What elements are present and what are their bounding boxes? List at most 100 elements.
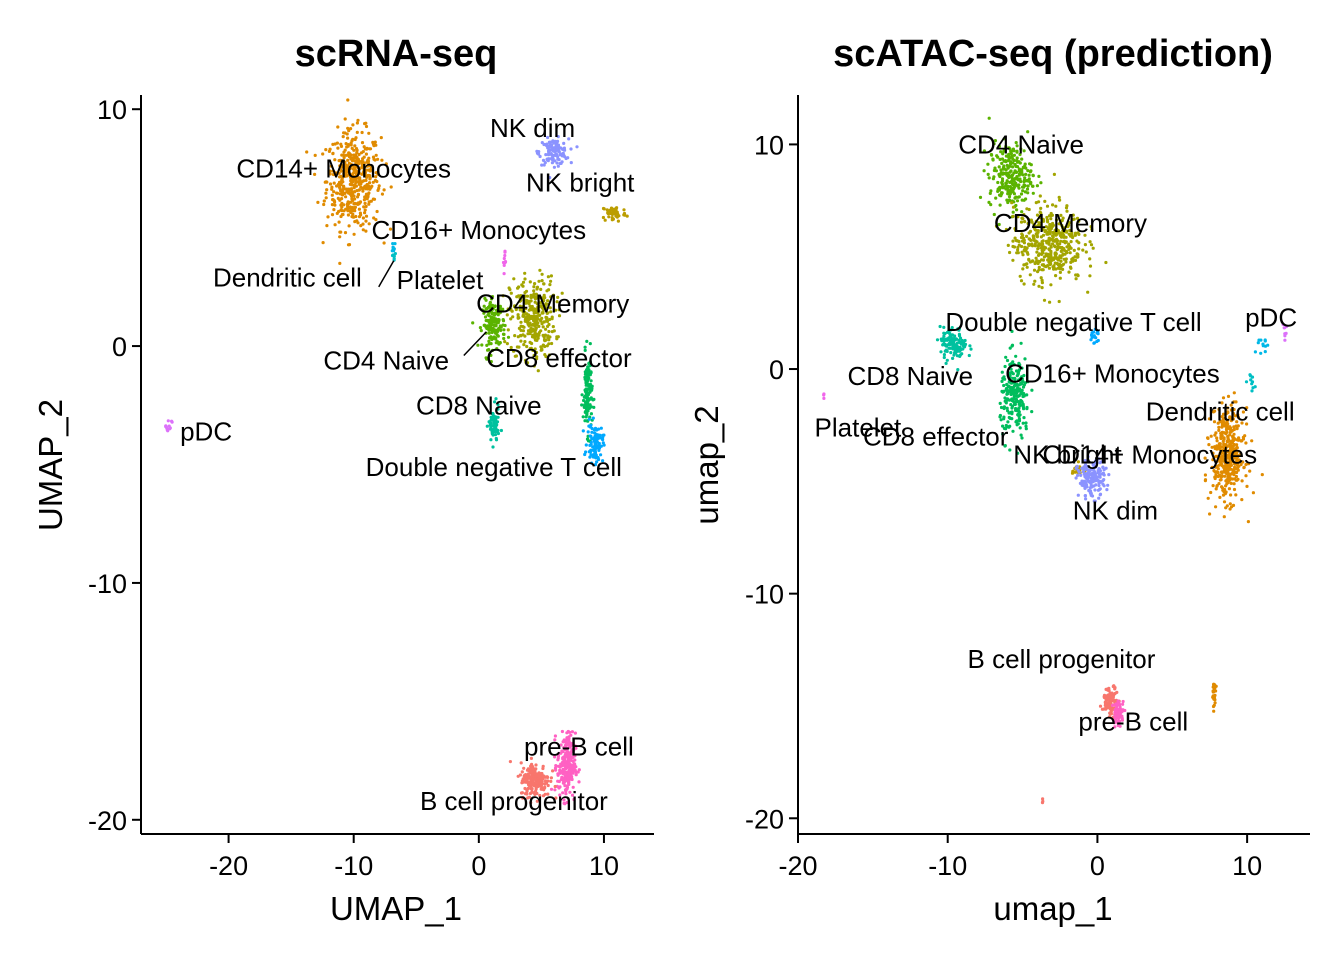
data-point — [502, 256, 506, 261]
data-point — [574, 773, 578, 777]
cluster-label-pdc: pDC — [1245, 302, 1297, 332]
data-point — [336, 146, 340, 150]
data-point — [542, 320, 546, 324]
y-tick-label: -10 — [745, 580, 784, 610]
data-point — [553, 766, 558, 770]
data-point — [1018, 274, 1022, 278]
data-point — [337, 220, 341, 224]
data-point — [566, 776, 570, 780]
data-point — [1049, 255, 1053, 259]
data-point — [1006, 159, 1010, 163]
data-point — [361, 163, 366, 167]
data-point — [521, 329, 526, 333]
data-point — [391, 247, 395, 251]
data-point — [488, 318, 492, 322]
data-point — [567, 772, 571, 777]
data-point — [1228, 476, 1232, 480]
data-point — [535, 357, 539, 361]
data-point — [997, 186, 1001, 190]
chart-title: scRNA-seq — [295, 33, 498, 75]
data-point — [822, 393, 826, 397]
data-point — [533, 282, 537, 286]
data-point — [596, 436, 600, 440]
cluster-b-cell-progenitor-points — [508, 756, 558, 805]
data-point — [597, 446, 602, 450]
data-point — [1048, 248, 1052, 252]
data-point — [1032, 226, 1036, 230]
data-point — [551, 769, 555, 773]
data-point — [955, 337, 959, 341]
data-point — [537, 150, 541, 154]
data-point — [499, 328, 503, 332]
data-point — [1002, 415, 1006, 419]
data-point — [1067, 232, 1071, 236]
x-tick-label: 10 — [589, 851, 619, 881]
data-point — [531, 348, 535, 352]
data-point — [948, 343, 952, 347]
data-point — [1045, 204, 1050, 208]
data-point — [1213, 433, 1217, 437]
data-point — [550, 317, 554, 321]
data-point — [1027, 242, 1031, 246]
cluster-label-nk-bright: NK bright — [526, 168, 635, 198]
data-point — [1015, 251, 1019, 255]
data-point — [352, 166, 356, 170]
data-point — [538, 775, 542, 779]
data-point — [1051, 221, 1055, 226]
data-point — [1035, 233, 1039, 237]
data-point — [583, 452, 587, 457]
data-point — [589, 440, 593, 444]
data-point — [592, 428, 596, 432]
data-point — [1022, 241, 1026, 245]
data-point — [1018, 426, 1022, 430]
data-point — [1021, 267, 1025, 271]
data-point — [589, 448, 593, 452]
data-point — [568, 745, 572, 749]
data-point — [1027, 231, 1031, 235]
data-point — [1106, 483, 1110, 487]
data-point — [591, 448, 595, 452]
data-point — [350, 164, 354, 168]
cluster-label-cd8-effector: CD8 effector — [486, 343, 632, 373]
data-point — [496, 327, 500, 331]
data-point — [543, 792, 547, 796]
data-point — [336, 196, 340, 200]
data-point — [1228, 433, 1232, 437]
data-point — [1230, 429, 1234, 433]
data-point — [1011, 157, 1015, 161]
data-point — [543, 782, 547, 786]
data-point — [393, 242, 397, 246]
data-point — [1020, 170, 1024, 174]
data-point — [517, 285, 521, 289]
data-point — [355, 162, 359, 166]
data-point — [485, 343, 489, 347]
data-point — [1037, 265, 1041, 269]
data-point — [333, 142, 337, 146]
data-point — [571, 759, 575, 764]
data-point — [554, 764, 558, 768]
cluster-platelet-points — [501, 249, 508, 276]
data-point — [960, 352, 964, 356]
data-point — [562, 801, 566, 805]
data-point — [1046, 258, 1050, 262]
data-point — [338, 192, 342, 196]
data-point — [1046, 232, 1050, 236]
data-point — [1025, 405, 1029, 410]
data-point — [521, 333, 525, 337]
data-point — [1224, 506, 1228, 510]
data-point — [963, 338, 967, 343]
data-point — [519, 339, 523, 343]
data-point — [532, 364, 536, 368]
data-point — [595, 439, 599, 443]
data-point — [1041, 258, 1045, 262]
data-point — [1248, 373, 1252, 377]
data-point — [352, 148, 356, 152]
data-point — [601, 215, 606, 220]
data-point — [610, 218, 614, 222]
data-point — [1042, 298, 1047, 302]
data-point — [352, 183, 356, 187]
data-point — [491, 431, 495, 436]
data-point — [1024, 421, 1028, 425]
data-point — [365, 160, 369, 164]
data-point — [1051, 203, 1055, 207]
